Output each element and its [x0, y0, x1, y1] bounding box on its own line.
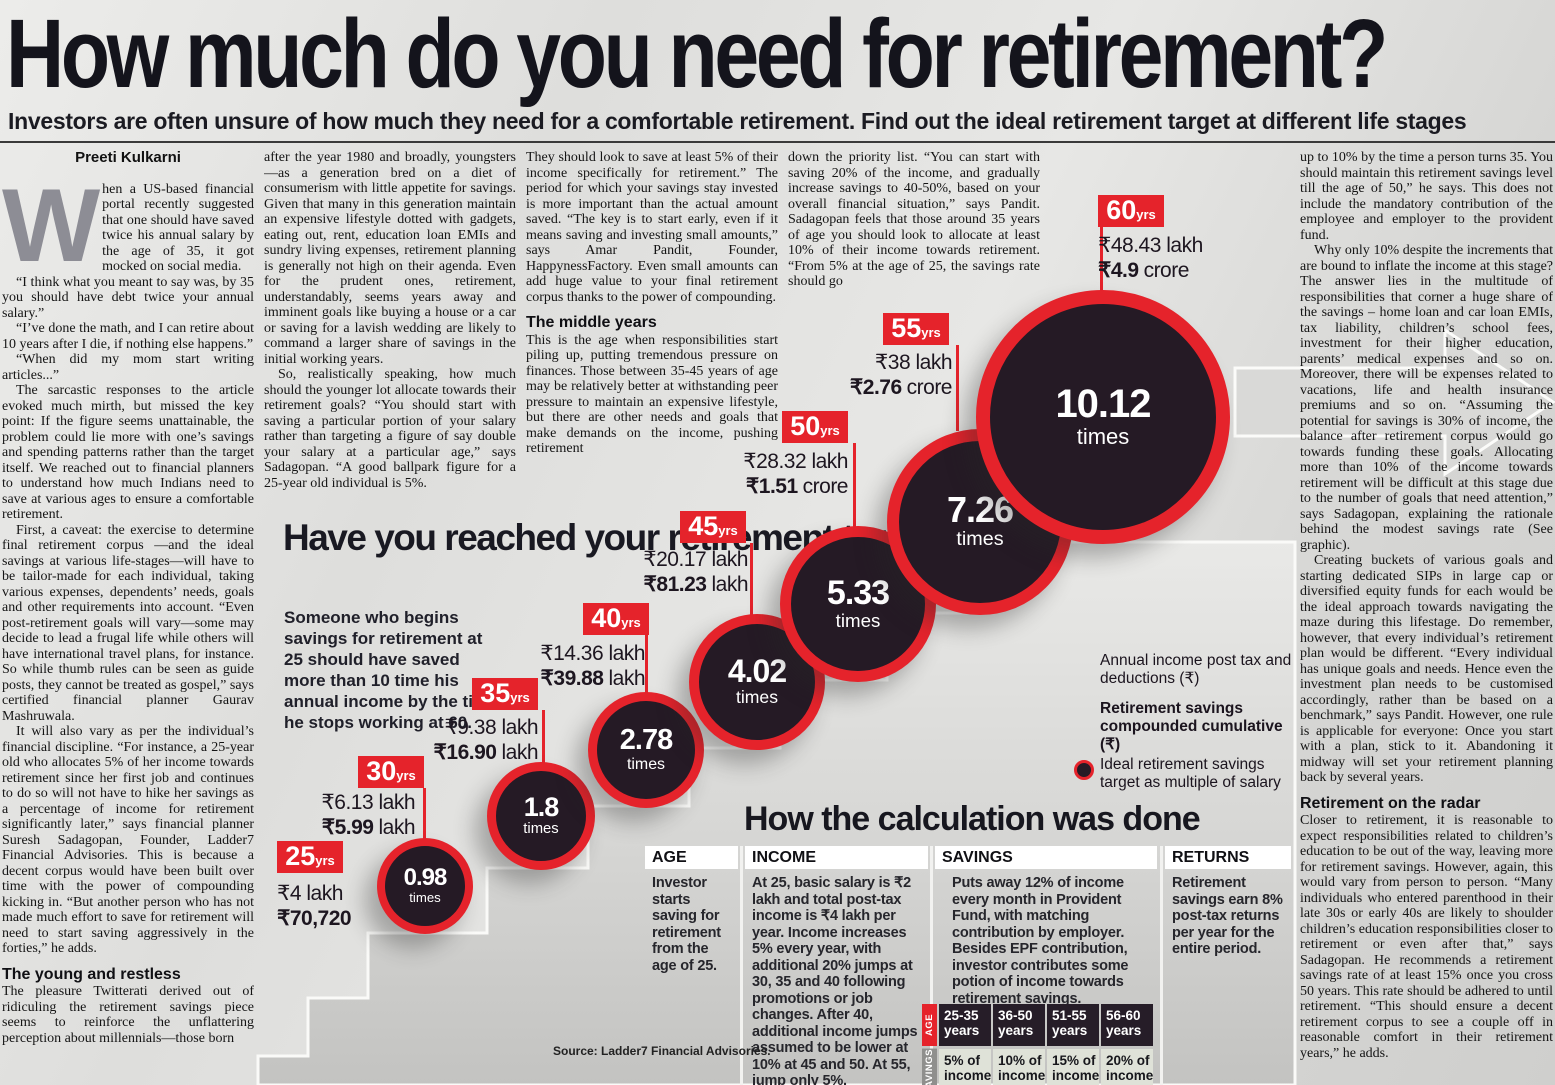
- age-badge-25: 25yrs: [277, 841, 343, 873]
- age-badge-60: 60yrs: [1098, 195, 1164, 227]
- target-legend-dot-icon: [1074, 760, 1094, 780]
- paragraph: This is the age when responsibilities st…: [526, 332, 778, 457]
- connector-line-55: [956, 345, 959, 431]
- connector-line-60: [1100, 227, 1103, 292]
- calc-body-savings: Puts away 12% of income every month in P…: [952, 875, 1129, 1007]
- connector-line-30: [423, 788, 426, 840]
- calc-header-income: INCOME: [745, 846, 928, 869]
- stair-arrow-icon: [1233, 327, 1555, 477]
- article-column-5: up to 10% by the time a person turns 35.…: [1300, 150, 1553, 1085]
- values-25: ₹4 lakh ₹70,720: [277, 882, 352, 930]
- calc-divider: [1160, 846, 1163, 1085]
- calc-body-income: At 25, basic salary is ₹2 lakh and total…: [752, 875, 918, 1085]
- age-badge-50: 50yrs: [782, 411, 848, 443]
- rate-cell: 5% of income: [939, 1049, 991, 1085]
- age-badge-30: 30yrs: [358, 756, 424, 788]
- article-column-2: after the year 1980 and broadly, youngst…: [264, 150, 516, 518]
- legend-savings-label: Retirement savings compounded cumulative…: [1100, 700, 1283, 753]
- paragraph: It will also vary as per the individual’…: [2, 724, 254, 956]
- article-column-4: down the priority list. “You can start w…: [788, 150, 1040, 310]
- connector-line-50: [853, 443, 856, 528]
- calc-divider: [930, 846, 933, 1085]
- row-label-savings: SAVINGS: [922, 1049, 937, 1085]
- section-heading-retirement-radar: Retirement on the radar: [1300, 794, 1481, 812]
- age-band-cell: 51-55 years: [1047, 1004, 1099, 1046]
- paragraph: First, a caveat: the exercise to determi…: [2, 522, 254, 724]
- paragraph: The pleasure Twitterati derived out of r…: [2, 984, 254, 1046]
- connector-line-35: [542, 710, 545, 764]
- values-45: ₹20.17 lakh ₹81.23 lakh: [643, 548, 748, 596]
- calc-column-returns: RETURNS Retirement savings earn 8% post-…: [1165, 846, 1291, 958]
- calc-header-age: AGE: [645, 846, 738, 869]
- multiple-circle-30: 0.98 times: [377, 838, 473, 934]
- subtitle: Investors are often unsure of how much t…: [8, 108, 1467, 134]
- paragraph: “I’ve done the math, and I can retire ab…: [2, 321, 254, 352]
- legend-target-label: Ideal retirement savings target as multi…: [1074, 756, 1300, 792]
- rate-cell: 10% of income: [993, 1049, 1045, 1085]
- table-row-age: AGE 25-35 years 36-50 years 51-55 years …: [922, 1004, 1156, 1046]
- multiple-circle-45: 4.02 times: [689, 614, 825, 750]
- age-band-cell: 56-60 years: [1101, 1004, 1153, 1046]
- paragraph: Why only 10% despite the increments that…: [1300, 243, 1553, 553]
- paragraph: So, realistically speaking, how much sho…: [264, 367, 516, 491]
- age-badge-35: 35yrs: [472, 678, 538, 710]
- paragraph: Closer to retirement, it is reasonable t…: [1300, 813, 1553, 1061]
- values-30: ₹6.13 lakh ₹5.99 lakh: [321, 791, 415, 839]
- calc-column-age: AGE Investor starts saving for retiremen…: [645, 846, 738, 974]
- calculation-title: How the calculation was done: [744, 800, 1201, 838]
- paragraph: They should look to save at least 5% of …: [526, 150, 778, 305]
- multiple-circle-35: 1.8 times: [487, 762, 595, 870]
- values-40: ₹14.36 lakh ₹39.88 lakh: [540, 642, 645, 690]
- calc-body-age: Investor starts saving for retirement fr…: [652, 875, 721, 974]
- values-55: ₹38 lakh ₹2.76 crore: [849, 351, 953, 399]
- source-credit: Source: Ladder7 Financial Advisories.: [553, 1044, 771, 1058]
- values-50: ₹28.32 lakh ₹1.51 crore: [743, 450, 848, 498]
- paragraph: Creating buckets of various goals and st…: [1300, 553, 1553, 785]
- section-heading-young-restless: The young and restless: [2, 965, 181, 983]
- rate-cell: 20% of income: [1101, 1049, 1153, 1085]
- graphic-intro: Someone who begins savings for retiremen…: [284, 608, 498, 732]
- values-60: ₹48.43 lakh ₹4.9 crore: [1098, 234, 1203, 282]
- calc-header-returns: RETURNS: [1165, 846, 1291, 869]
- byline: Preeti Kulkarni: [75, 150, 181, 166]
- masthead-rule: [0, 141, 1555, 143]
- values-35: ₹9.38 lakh ₹16.90 lakh: [433, 716, 539, 764]
- calc-header-savings: SAVINGS: [935, 846, 1157, 869]
- calc-column-income: INCOME At 25, basic salary is ₹2 lakh an…: [745, 846, 928, 1085]
- age-band-cell: 36-50 years: [993, 1004, 1045, 1046]
- table-row-savings: SAVINGS 5% of income 10% of income 15% o…: [922, 1049, 1156, 1085]
- paragraph: down the priority list. “You can start w…: [788, 150, 1040, 289]
- paragraph: The sarcastic responses to the article e…: [2, 383, 254, 522]
- age-badge-40: 40yrs: [583, 603, 649, 635]
- article-column-3: They should look to save at least 5% of …: [526, 150, 778, 510]
- calc-divider: [740, 846, 743, 1085]
- section-heading-middle-years: The middle years: [526, 314, 657, 331]
- age-badge-55: 55yrs: [883, 313, 949, 345]
- multiple-circle-40: 2.78 times: [588, 692, 704, 808]
- age-band-cell: 25-35 years: [939, 1004, 991, 1046]
- headline: How much do you need for retirement?: [6, 0, 1388, 108]
- connector-line-40: [645, 635, 648, 694]
- paragraph: after the year 1980 and broadly, youngst…: [264, 150, 516, 367]
- age-badge-45: 45yrs: [680, 511, 746, 543]
- paragraph: “When did my mom start writing articles.…: [2, 352, 254, 383]
- legend-income-label: Annual income post tax and deductions (₹…: [1100, 652, 1292, 687]
- connector-line-45: [750, 543, 753, 616]
- calc-body-returns: Retirement savings earn 8% post-tax retu…: [1172, 875, 1283, 957]
- legend: Annual income post tax and deductions (₹…: [1074, 652, 1300, 792]
- drop-cap: W: [2, 167, 100, 284]
- calc-column-savings: SAVINGS Puts away 12% of income every mo…: [935, 846, 1157, 1007]
- row-label-age: AGE: [922, 1004, 937, 1046]
- rate-cell: 15% of income: [1047, 1049, 1099, 1085]
- paragraph: up to 10% by the time a person turns 35.…: [1300, 150, 1553, 243]
- savings-rate-table: AGE 25-35 years 36-50 years 51-55 years …: [922, 1004, 1156, 1085]
- paragraph: “I think what you meant to say was, by 3…: [2, 274, 254, 321]
- multiple-circle-60: 10.12 times: [976, 290, 1230, 544]
